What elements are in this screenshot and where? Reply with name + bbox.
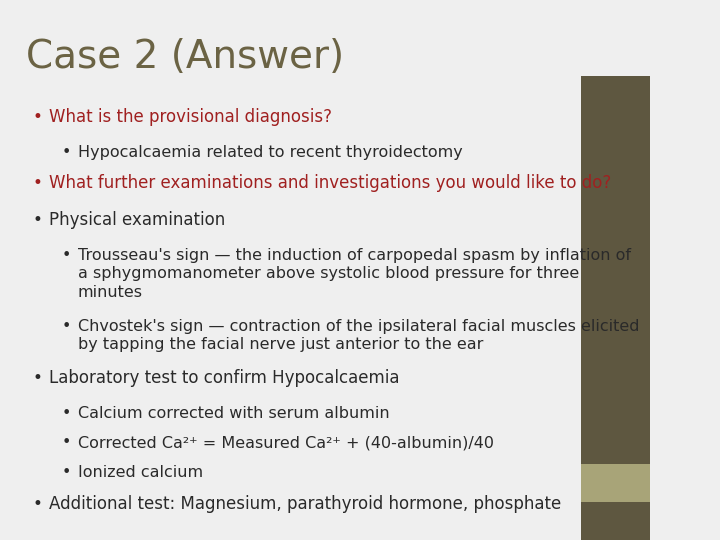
Text: •: • [62, 145, 71, 160]
Bar [581, 502, 649, 540]
Text: •: • [32, 211, 42, 229]
Text: •: • [32, 369, 42, 387]
Bar [581, 464, 649, 502]
Text: Ionized calcium: Ionized calcium [78, 465, 203, 480]
Text: Chvostek's sign — contraction of the ipsilateral facial muscles elicited
by tapp: Chvostek's sign — contraction of the ips… [78, 319, 639, 352]
Text: Calcium corrected with serum albumin: Calcium corrected with serum albumin [78, 406, 390, 421]
Bar [581, 76, 649, 464]
Text: •: • [62, 248, 71, 263]
Text: Additional test: Magnesium, parathyroid hormone, phosphate: Additional test: Magnesium, parathyroid … [49, 495, 561, 512]
Text: Hypocalcaemia related to recent thyroidectomy: Hypocalcaemia related to recent thyroide… [78, 145, 463, 160]
Text: •: • [32, 495, 42, 512]
Text: •: • [62, 406, 71, 421]
Text: Corrected Ca²⁺ = Measured Ca²⁺ + (40-albumin)/40: Corrected Ca²⁺ = Measured Ca²⁺ + (40-alb… [78, 435, 494, 450]
Text: What is the provisional diagnosis?: What is the provisional diagnosis? [49, 108, 332, 126]
Text: •: • [62, 319, 71, 334]
Text: Case 2 (Answer): Case 2 (Answer) [26, 38, 344, 76]
Text: Physical examination: Physical examination [49, 211, 225, 229]
Text: •: • [62, 435, 71, 450]
Text: •: • [32, 174, 42, 192]
Text: •: • [32, 108, 42, 126]
Text: Laboratory test to confirm Hypocalcaemia: Laboratory test to confirm Hypocalcaemia [49, 369, 399, 387]
Text: What further examinations and investigations you would like to do?: What further examinations and investigat… [49, 174, 611, 192]
Text: Trousseau's sign — the induction of carpopedal spasm by inflation of
a sphygmoma: Trousseau's sign — the induction of carp… [78, 248, 631, 300]
Text: •: • [62, 465, 71, 480]
